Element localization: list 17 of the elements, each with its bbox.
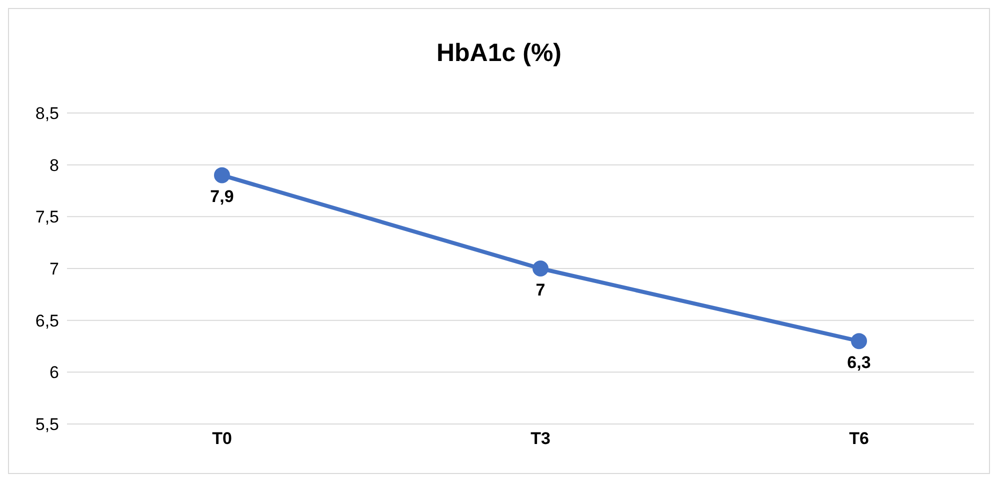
data-label: 7: [536, 280, 546, 300]
x-tick-label: T0: [212, 429, 232, 448]
point: [851, 333, 867, 350]
y-tick-label: 8: [50, 156, 59, 175]
y-tick-label: 5,5: [35, 415, 59, 434]
y-tick-label: 6,5: [35, 311, 59, 330]
x-tick-label: T6: [849, 429, 869, 448]
x-tick-label: T3: [530, 429, 550, 448]
point: [214, 167, 230, 184]
y-tick-label: 8,5: [35, 104, 59, 124]
y-tick-label: 7: [50, 260, 59, 279]
chart-title: HbA1c (%): [435, 39, 562, 68]
y-tick-label: 7,5: [35, 208, 59, 227]
point: [532, 260, 548, 276]
data-label: 7,9: [210, 187, 234, 206]
data-label: 6,3: [847, 353, 871, 372]
y-tick-label: 6: [50, 363, 59, 382]
